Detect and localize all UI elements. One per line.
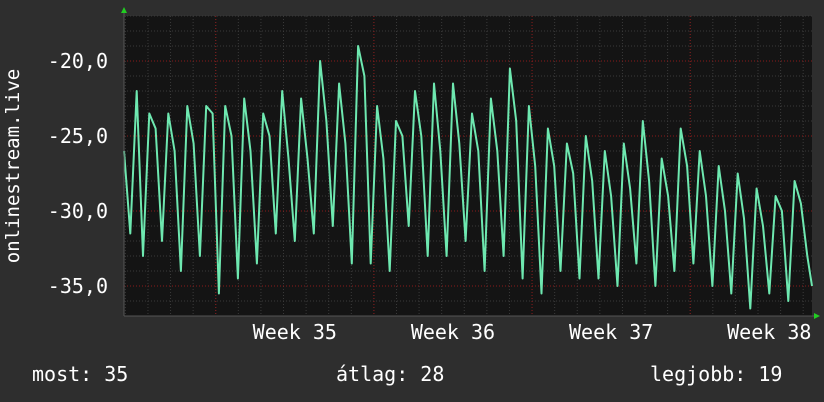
y-tick-label: -35,0 [48,274,108,298]
x-tick-label: Week 38 [727,320,811,344]
x-axis-ticks: Week 35 Week 36 Week 37 Week 38 [253,320,812,344]
series-line [123,45,813,310]
x-axis-arrow-icon [814,313,820,319]
y-tick-label: -20,0 [48,49,108,73]
best-value: legjobb: 19 [650,362,783,386]
y-tick-label: -30,0 [48,199,108,223]
x-tick-label: Week 36 [411,320,495,344]
average-value: átlag: 28 [336,362,445,386]
x-tick-label: Week 35 [253,320,337,344]
now-value: most: 35 [32,362,129,386]
y-tick-label: -25,0 [48,124,108,148]
series-layer [123,45,813,310]
plot-area [124,16,812,316]
x-tick-label: Week 37 [569,320,653,344]
y-axis-arrow-icon [121,7,127,13]
y-axis-ticks: -20,0 -25,0 -30,0 -35,0 [48,49,108,298]
y-axis-label: onlinestream.live [2,69,24,263]
